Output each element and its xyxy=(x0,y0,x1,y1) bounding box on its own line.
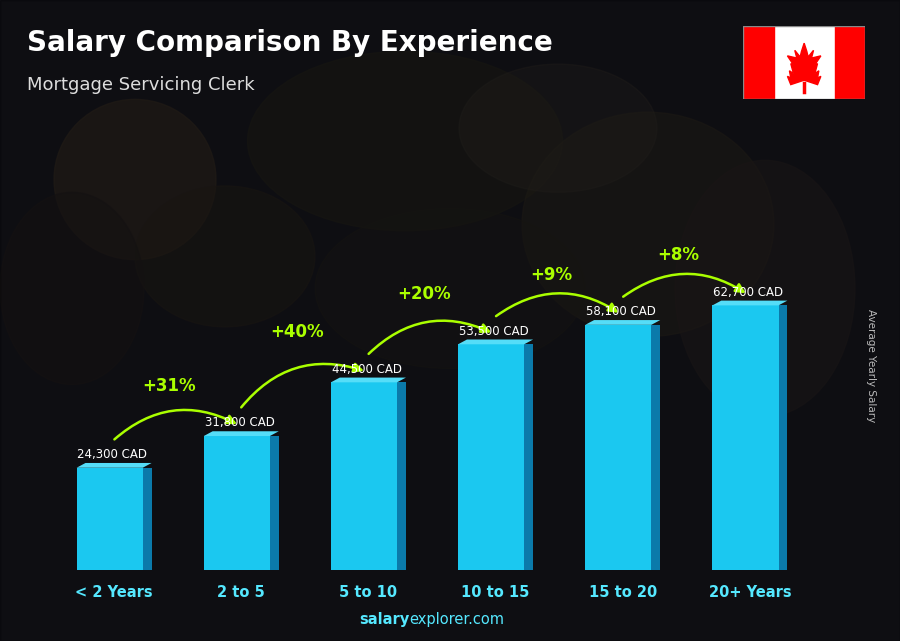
Ellipse shape xyxy=(315,208,585,369)
Text: Salary Comparison By Experience: Salary Comparison By Experience xyxy=(27,29,553,57)
Polygon shape xyxy=(143,468,151,570)
Text: 5 to 10: 5 to 10 xyxy=(339,585,398,600)
Ellipse shape xyxy=(248,51,562,231)
Text: 62,700 CAD: 62,700 CAD xyxy=(713,286,783,299)
Polygon shape xyxy=(788,43,821,85)
Text: 2 to 5: 2 to 5 xyxy=(218,585,266,600)
Text: 20+ Years: 20+ Years xyxy=(708,585,791,600)
Text: Mortgage Servicing Clerk: Mortgage Servicing Clerk xyxy=(27,76,255,94)
Bar xyxy=(743,26,774,99)
Text: < 2 Years: < 2 Years xyxy=(76,585,153,600)
Text: 44,500 CAD: 44,500 CAD xyxy=(331,363,401,376)
Ellipse shape xyxy=(0,192,144,385)
Ellipse shape xyxy=(522,112,774,337)
Text: +8%: +8% xyxy=(657,246,699,264)
Text: explorer.com: explorer.com xyxy=(410,612,505,627)
Text: +9%: +9% xyxy=(530,266,572,284)
Bar xyxy=(585,325,652,570)
Ellipse shape xyxy=(459,64,657,192)
Polygon shape xyxy=(524,344,533,570)
Text: 24,300 CAD: 24,300 CAD xyxy=(77,448,148,461)
Ellipse shape xyxy=(135,186,315,327)
Text: +20%: +20% xyxy=(397,285,451,303)
Text: 58,100 CAD: 58,100 CAD xyxy=(586,305,656,318)
Polygon shape xyxy=(203,431,279,436)
Text: 10 to 15: 10 to 15 xyxy=(462,585,530,600)
Ellipse shape xyxy=(54,99,216,260)
Polygon shape xyxy=(331,378,406,382)
Polygon shape xyxy=(270,436,279,570)
Text: salary: salary xyxy=(359,612,410,627)
Text: +31%: +31% xyxy=(143,377,196,395)
Polygon shape xyxy=(652,325,661,570)
Bar xyxy=(203,436,270,570)
Text: 31,800 CAD: 31,800 CAD xyxy=(204,417,274,429)
Text: +40%: +40% xyxy=(270,323,323,341)
Ellipse shape xyxy=(675,160,855,417)
Polygon shape xyxy=(585,320,661,325)
Text: 15 to 20: 15 to 20 xyxy=(589,585,657,600)
Bar xyxy=(331,382,397,570)
Text: Average Yearly Salary: Average Yearly Salary xyxy=(866,309,877,422)
Text: 53,500 CAD: 53,500 CAD xyxy=(459,324,528,338)
Polygon shape xyxy=(778,305,788,570)
Bar xyxy=(713,305,778,570)
Polygon shape xyxy=(397,382,406,570)
Bar xyxy=(834,26,865,99)
Polygon shape xyxy=(76,463,151,468)
Polygon shape xyxy=(458,340,533,344)
Polygon shape xyxy=(713,301,788,305)
Bar xyxy=(458,344,524,570)
Bar xyxy=(76,468,143,570)
